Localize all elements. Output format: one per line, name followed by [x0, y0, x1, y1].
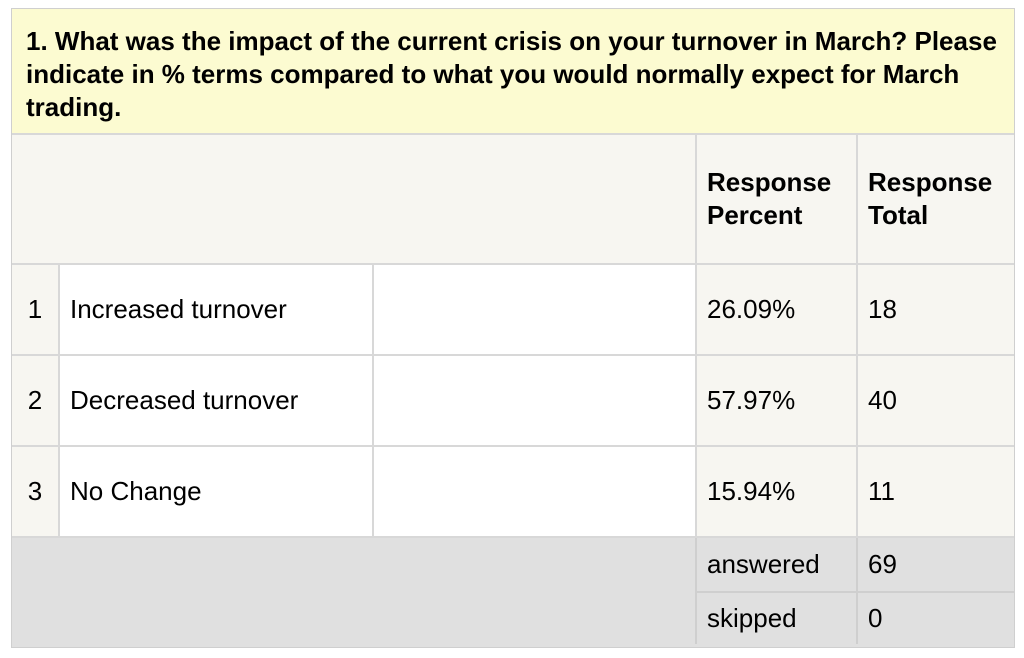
- column-header-response-total: Response Total: [856, 135, 1014, 263]
- skipped-count: 0: [856, 593, 1014, 644]
- row-number: 3: [12, 447, 58, 536]
- table-row: 2 Decreased turnover 57.97% 40: [12, 354, 1014, 445]
- answer-label: No Change: [58, 447, 372, 536]
- response-total: 18: [856, 265, 1014, 354]
- skipped-label: skipped: [695, 593, 856, 644]
- answered-label: answered: [695, 538, 856, 591]
- answer-label: Decreased turnover: [58, 356, 372, 445]
- table-header-row: Response Percent Response Total: [12, 135, 1014, 263]
- response-percent: 26.09%: [695, 265, 856, 354]
- table-row: 3 No Change 15.94% 11: [12, 445, 1014, 536]
- answer-label: Increased turnover: [58, 265, 372, 354]
- response-total: 11: [856, 447, 1014, 536]
- response-bar-cell: [372, 265, 695, 354]
- skipped-row: skipped 0: [695, 591, 1014, 644]
- response-percent: 57.97%: [695, 356, 856, 445]
- response-percent: 15.94%: [695, 447, 856, 536]
- table-row: 1 Increased turnover 26.09% 18: [12, 263, 1014, 354]
- row-number: 2: [12, 356, 58, 445]
- answered-row: answered 69: [695, 538, 1014, 591]
- answered-count: 69: [856, 538, 1014, 591]
- summary-footer: answered 69 skipped 0: [12, 536, 1014, 647]
- response-total: 40: [856, 356, 1014, 445]
- response-bar-cell: [372, 356, 695, 445]
- response-bar-cell: [372, 447, 695, 536]
- question-title: 1. What was the impact of the current cr…: [12, 9, 1014, 135]
- row-number: 1: [12, 265, 58, 354]
- survey-results-table: 1. What was the impact of the current cr…: [11, 8, 1015, 648]
- column-header-response-percent: Response Percent: [695, 135, 856, 263]
